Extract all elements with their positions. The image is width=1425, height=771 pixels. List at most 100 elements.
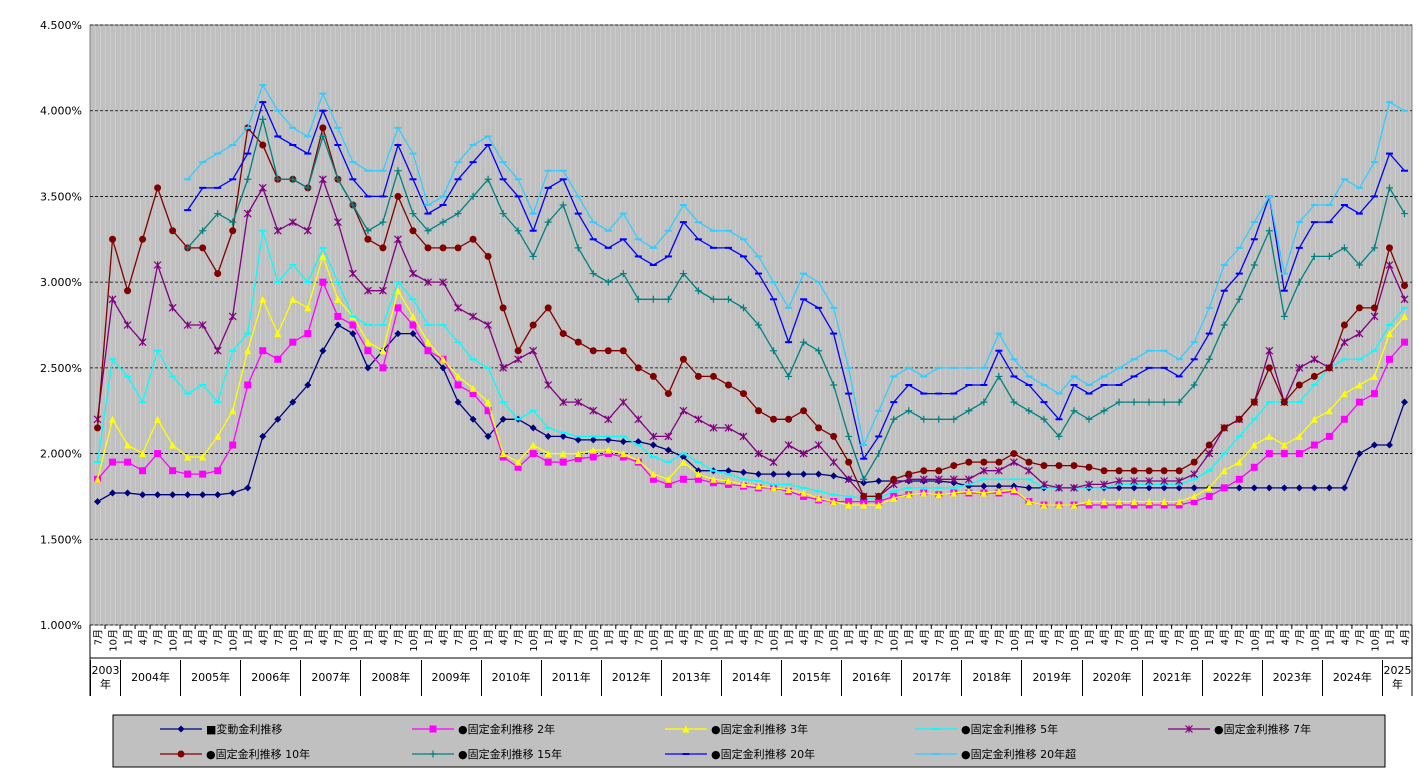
x-tick-label: 10月 xyxy=(168,629,180,652)
marker xyxy=(679,406,688,415)
marker xyxy=(439,355,447,363)
marker xyxy=(1175,484,1183,492)
marker xyxy=(229,489,237,497)
marker xyxy=(785,470,793,478)
marker xyxy=(589,453,597,461)
marker xyxy=(1190,381,1198,389)
marker xyxy=(289,295,297,303)
series-line xyxy=(187,100,1405,461)
marker xyxy=(1295,484,1303,492)
marker xyxy=(394,304,402,312)
marker xyxy=(454,303,462,312)
marker xyxy=(439,218,447,226)
marker xyxy=(274,330,282,338)
year-label: 2008年 xyxy=(360,660,420,696)
marker xyxy=(1175,477,1184,485)
y-tick-label: 2.000% xyxy=(40,448,82,461)
x-tick-label: 10月 xyxy=(829,629,841,652)
marker xyxy=(589,406,598,415)
y-tick-label: 2.500% xyxy=(40,362,82,375)
marker xyxy=(1070,501,1078,509)
marker xyxy=(1070,462,1078,470)
marker xyxy=(154,415,162,423)
year-label: 2017年 xyxy=(901,660,961,696)
marker xyxy=(499,210,507,218)
marker xyxy=(454,398,462,406)
marker xyxy=(1185,725,1193,733)
marker xyxy=(679,475,687,483)
marker xyxy=(244,347,252,355)
marker xyxy=(274,415,282,423)
marker xyxy=(830,498,838,506)
marker xyxy=(1145,484,1153,492)
marker xyxy=(454,210,462,218)
marker xyxy=(1400,312,1408,320)
x-tick-label: 7月 xyxy=(994,629,1006,645)
marker xyxy=(694,475,702,483)
x-tick-label: 1月 xyxy=(1384,629,1396,645)
x-tick-label: 1月 xyxy=(1264,629,1276,645)
marker xyxy=(319,252,327,260)
marker xyxy=(1250,463,1258,471)
marker xyxy=(409,312,417,320)
marker xyxy=(980,489,988,497)
marker xyxy=(694,287,702,295)
marker xyxy=(649,432,658,441)
marker xyxy=(694,415,703,424)
marker xyxy=(949,475,958,484)
marker xyxy=(424,338,432,346)
marker xyxy=(664,446,672,454)
marker xyxy=(604,347,612,355)
x-tick-label: 10月 xyxy=(1369,629,1381,652)
marker xyxy=(1025,458,1033,466)
marker xyxy=(649,470,657,478)
marker xyxy=(484,407,492,415)
marker xyxy=(379,364,387,372)
x-tick-label: 4月 xyxy=(318,629,330,645)
series-line xyxy=(187,83,1405,448)
marker xyxy=(1010,486,1018,494)
marker xyxy=(769,458,778,467)
marker xyxy=(199,227,207,235)
marker xyxy=(94,475,102,483)
marker xyxy=(1100,498,1108,506)
marker xyxy=(108,295,117,304)
marker xyxy=(379,347,387,355)
marker xyxy=(243,209,252,218)
marker xyxy=(499,415,507,423)
x-tick-label: 4月 xyxy=(618,629,630,645)
series-line xyxy=(187,119,1406,481)
marker xyxy=(1370,372,1378,380)
series-line xyxy=(96,230,1405,499)
x-tick-label: 10月 xyxy=(889,629,901,652)
x-tick-label: 7月 xyxy=(333,629,345,645)
marker xyxy=(244,484,252,492)
marker xyxy=(724,295,732,303)
marker xyxy=(755,470,763,478)
marker xyxy=(1355,261,1363,269)
marker xyxy=(1370,390,1378,398)
x-tick-label: 4月 xyxy=(258,629,270,645)
marker xyxy=(845,458,853,466)
marker xyxy=(1055,483,1063,492)
marker xyxy=(469,235,477,243)
marker xyxy=(965,487,973,495)
marker xyxy=(739,390,747,398)
marker xyxy=(800,407,808,415)
marker xyxy=(169,467,177,475)
marker xyxy=(1115,398,1123,406)
marker xyxy=(1400,295,1409,304)
marker xyxy=(514,463,522,471)
marker xyxy=(1130,477,1139,485)
marker xyxy=(364,347,372,355)
marker xyxy=(124,441,132,449)
x-tick-label: 4月 xyxy=(1399,629,1411,645)
marker xyxy=(965,407,973,415)
marker xyxy=(429,725,437,733)
marker xyxy=(679,458,687,466)
x-tick-label: 10月 xyxy=(468,629,480,652)
marker xyxy=(364,364,372,372)
year-label: 2018年 xyxy=(961,660,1021,696)
marker xyxy=(1130,398,1138,406)
x-tick-label: 7月 xyxy=(874,629,886,645)
